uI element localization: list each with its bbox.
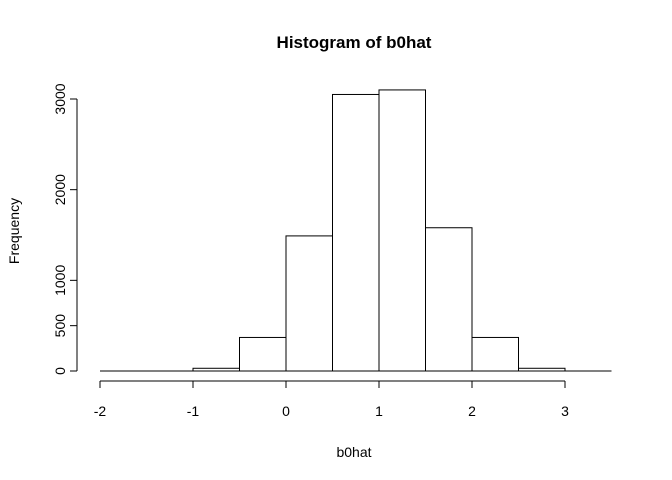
x-tick-label: 0 (282, 403, 290, 419)
y-tick-label: 2000 (52, 174, 68, 205)
y-tick-label: 500 (52, 314, 68, 338)
histogram-bar (285, 235, 333, 372)
x-tick-label: 1 (375, 403, 383, 419)
x-tick-label: -1 (187, 403, 200, 419)
y-tick-label: 1000 (52, 265, 68, 296)
y-axis: 0 500 1000 2000 3000 (52, 83, 78, 375)
y-tick-label: 3000 (52, 83, 68, 114)
x-tick-label: 2 (468, 403, 476, 419)
histogram-bar (378, 89, 426, 372)
chart-title: Histogram of b0hat (277, 33, 432, 52)
histogram-bar (471, 336, 519, 372)
x-axis-label: b0hat (336, 444, 371, 460)
x-tick-label: -2 (94, 403, 107, 419)
x-tick-label: 3 (561, 403, 569, 419)
y-axis-label: Frequency (6, 198, 22, 264)
histogram-bar (239, 336, 287, 372)
x-axis: -2 -1 0 1 2 3 (94, 380, 569, 419)
histogram-bar (425, 227, 473, 372)
histogram-bars (100, 89, 612, 372)
histogram-bar (332, 93, 380, 372)
y-tick-label: 0 (52, 367, 68, 375)
